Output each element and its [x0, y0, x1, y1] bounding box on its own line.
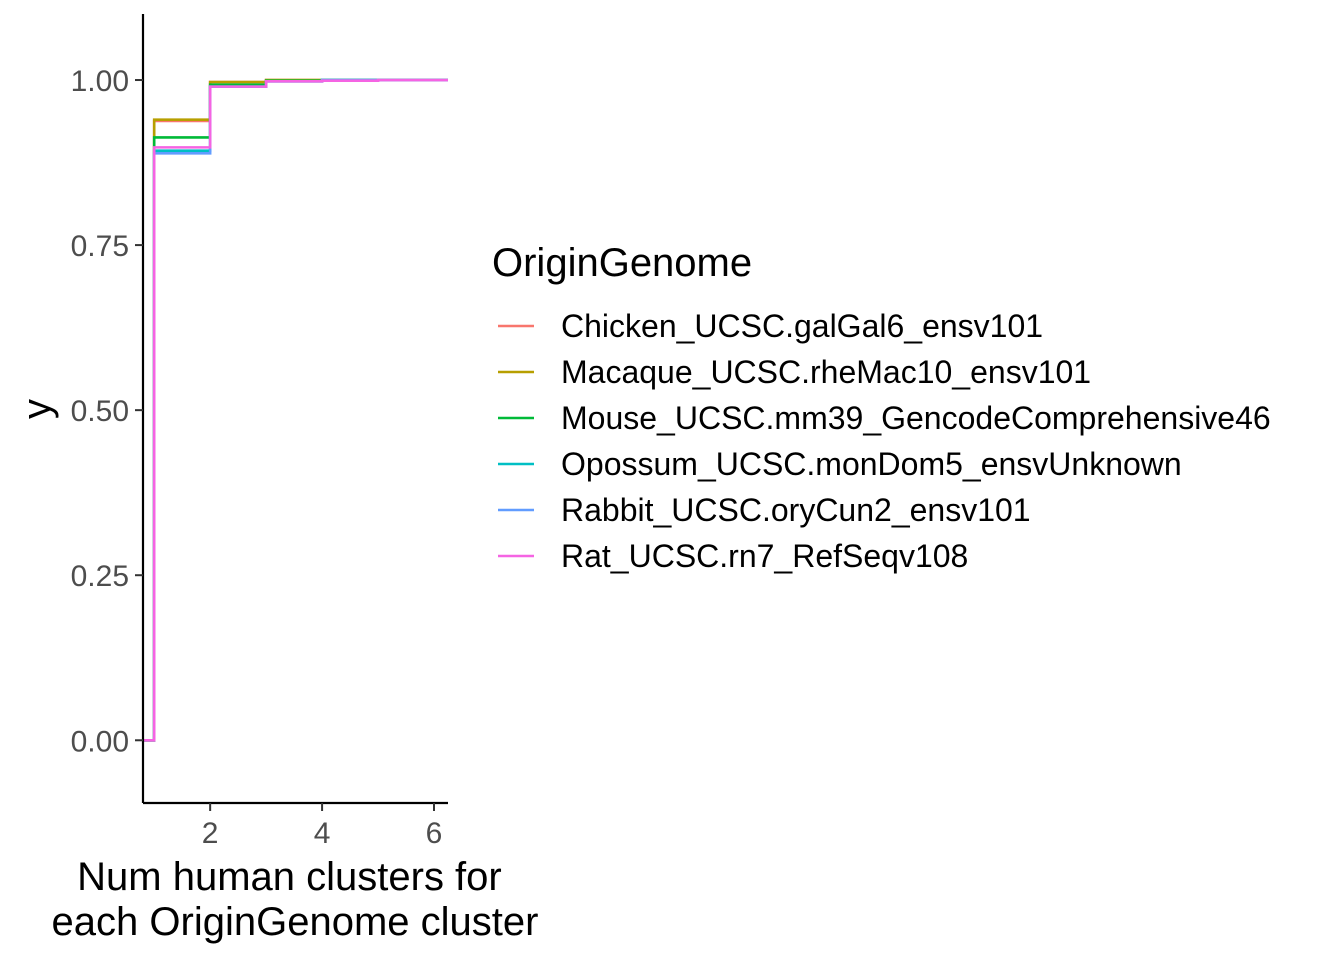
series-line	[143, 78, 448, 742]
legend-label: Macaque_UCSC.rheMac10_ensv101	[561, 354, 1091, 390]
legend-label: Rabbit_UCSC.oryCun2_ensv101	[561, 492, 1031, 528]
series-line	[143, 78, 448, 742]
legend-label: Mouse_UCSC.mm39_GencodeComprehensive46	[561, 400, 1271, 436]
x-axis-title: Num human clusters for each OriginGenome…	[52, 855, 539, 944]
plot-lines	[143, 78, 448, 742]
y-axis-title: y	[15, 399, 59, 419]
y-axis-ticks: 0.00 0.25 0.50 0.75 1.00	[71, 65, 143, 758]
legend-label: Rat_UCSC.rn7_RefSeqv108	[561, 538, 968, 574]
x-tick-label: 6	[426, 817, 443, 850]
x-axis-title-line-2: each OriginGenome cluster	[52, 900, 539, 944]
y-tick-label: 0.50	[71, 395, 129, 428]
x-axis-ticks: 2 4 6	[202, 803, 443, 850]
legend-title: OriginGenome	[492, 241, 752, 285]
legend-label: Opossum_UCSC.monDom5_ensvUnknown	[561, 446, 1182, 482]
series-line	[143, 78, 448, 742]
x-tick-label: 4	[314, 817, 331, 850]
y-tick-label: 0.00	[71, 725, 129, 758]
legend-label: Chicken_UCSC.galGal6_ensv101	[561, 308, 1043, 344]
series-line	[143, 78, 448, 742]
series-line	[143, 78, 448, 742]
series-line	[143, 78, 448, 742]
y-tick-label: 0.25	[71, 560, 129, 593]
legend-items: Chicken_UCSC.galGal6_ensv101 Macaque_UCSC…	[498, 308, 1271, 574]
legend: OriginGenome Chicken_UCSC.galGal6_ensv10…	[492, 241, 1271, 574]
y-tick-label: 0.75	[71, 230, 129, 263]
y-tick-label: 1.00	[71, 65, 129, 98]
x-axis-title-line-1: Num human clusters for	[77, 855, 502, 899]
x-tick-label: 2	[202, 817, 219, 850]
